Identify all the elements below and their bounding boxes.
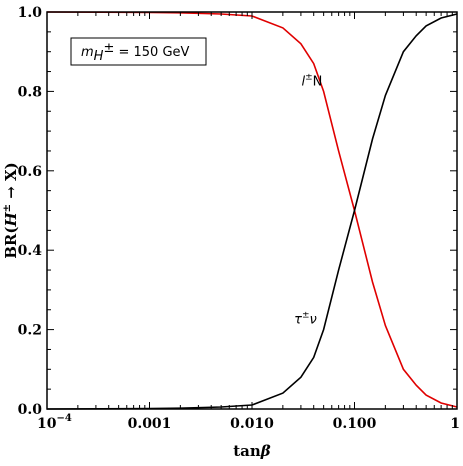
x-tick-label: 10−4 [37,413,72,432]
mass-annotation-text: mH± = 150 GeV [81,41,190,64]
tick-labels: 10−4 0.001 0.010 0.100 1 0.0 0.2 0.4 0.6 0.8 1.0 [18,5,460,432]
series-label-lepton-n: l±N [301,72,322,89]
mass-annotation-box: mH± = 150 GeV [70,37,207,66]
axis-ticks [46,11,457,410]
y-axis-title: BR(H± → X) [2,162,20,259]
x-tick-label: 0.010 [230,416,274,432]
y-tick-label: 0.6 [18,164,42,180]
y-tick-label: 0.8 [18,84,42,100]
y-tick-label: 0.4 [18,243,43,259]
series-line-1 [46,13,458,410]
x-axis-title: tanβ [233,442,271,460]
series-line-0 [46,11,458,408]
y-tick-label: 1.0 [18,5,43,21]
x-tick-label: 0.100 [333,416,377,432]
x-tick-label: 0.001 [128,416,172,432]
x-tick-label: 1 [450,416,460,432]
y-tick-label: 0.2 [18,323,42,339]
series-curves [46,11,458,410]
y-tick-label: 0.0 [18,402,43,418]
series-label-tau-nu: τ±ν [294,311,317,328]
